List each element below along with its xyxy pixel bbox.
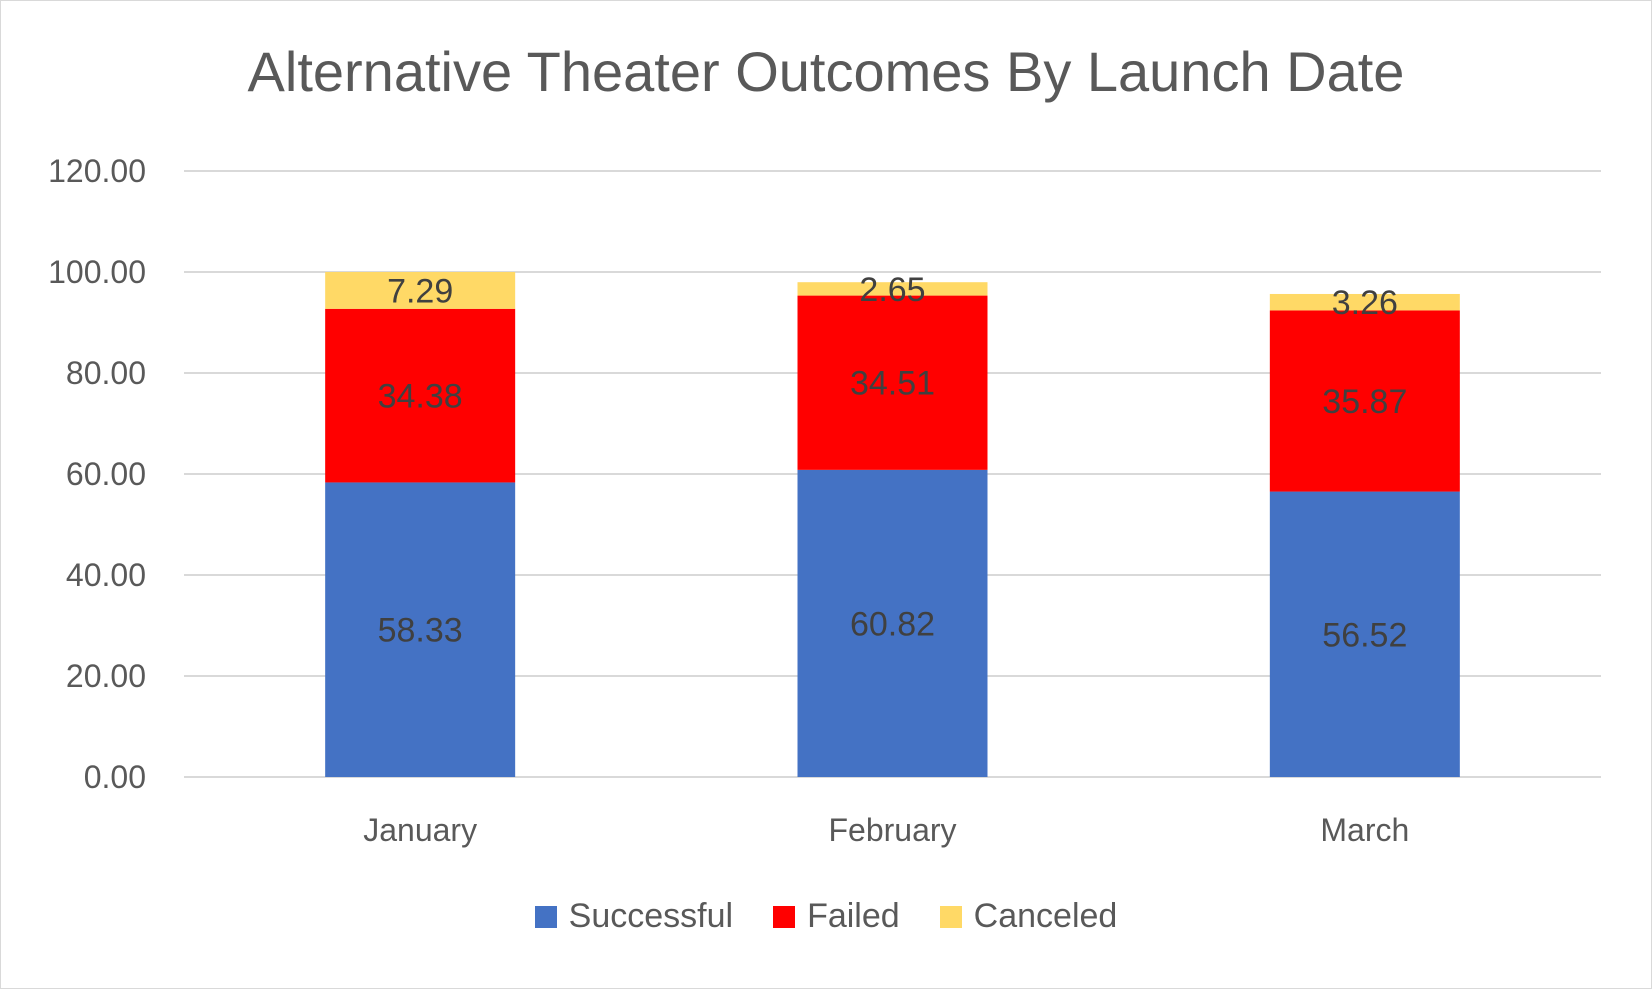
legend-label: Successful [568, 897, 734, 935]
chart-title: Alternative Theater Outcomes By Launch D… [247, 40, 1405, 103]
data-label: 60.82 [850, 605, 935, 643]
data-label: 7.29 [387, 272, 453, 310]
legend-swatch [773, 905, 796, 928]
legend-item-failed: Failed [773, 897, 900, 936]
bar-failed [325, 308, 516, 483]
bar-successful [325, 482, 516, 777]
data-label: 56.52 [1322, 616, 1407, 654]
data-label: 34.38 [378, 378, 463, 416]
bar-canceled [1269, 293, 1460, 311]
y-tick-label: 80.00 [66, 355, 146, 391]
y-tick-label: 40.00 [66, 557, 146, 593]
y-tick-label: 120.00 [48, 153, 146, 189]
bar-canceled [797, 282, 988, 296]
legend-swatch [939, 905, 962, 928]
data-label: 58.33 [378, 612, 463, 650]
chart-legend: Successful Failed Canceled [1, 897, 1651, 936]
data-label: 35.87 [1322, 383, 1407, 421]
legend-swatch [534, 905, 557, 928]
data-label: 34.51 [850, 365, 935, 403]
data-label: 3.26 [1332, 284, 1398, 322]
legend-label: Failed [807, 897, 900, 935]
y-tick-label: 20.00 [66, 658, 146, 694]
bar-failed [797, 295, 988, 470]
x-tick-label: January [363, 812, 477, 848]
legend-item-successful: Successful [534, 897, 734, 936]
data-label: 2.65 [859, 271, 925, 309]
plot-area: 0.00 20.00 40.00 60.00 80.00 100.00 120.00 58.3… [48, 153, 1601, 848]
y-tick-label: 100.00 [48, 254, 146, 290]
x-tick-label: March [1320, 812, 1409, 848]
bar-failed [1269, 310, 1460, 492]
y-tick-label: 0.00 [84, 759, 146, 795]
bar-canceled [325, 272, 516, 309]
bar-successful [1269, 491, 1460, 777]
legend-item-canceled: Canceled [939, 897, 1118, 936]
bar-successful [797, 469, 988, 777]
y-tick-label: 60.00 [66, 456, 146, 492]
x-tick-label: February [828, 812, 956, 848]
legend-label: Canceled [973, 897, 1118, 935]
